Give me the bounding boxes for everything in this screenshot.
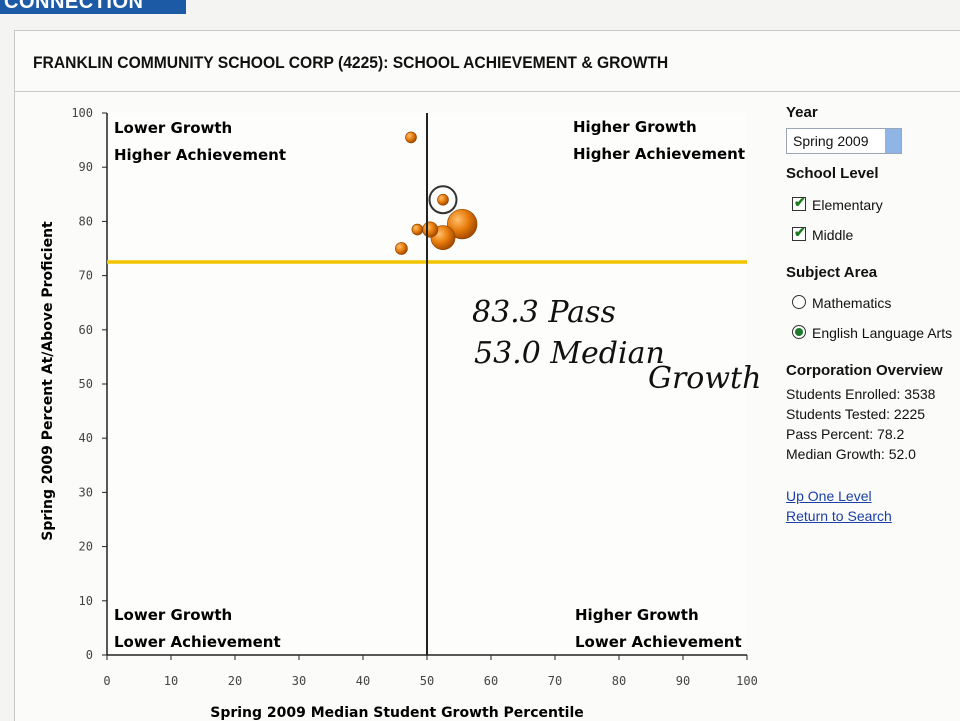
site-banner: CONNECTION — [0, 0, 186, 14]
y-tick-label: 80 — [79, 214, 93, 228]
title-divider — [15, 91, 960, 92]
x-tick-label: 70 — [548, 674, 562, 688]
y-tick-label: 30 — [79, 485, 93, 499]
school-bubble — [422, 221, 439, 238]
checkbox-middle[interactable]: ✔ — [792, 224, 806, 241]
checkbox-elementary[interactable]: ✔ — [792, 194, 806, 211]
return-to-search-link[interactable]: Return to Search — [786, 508, 892, 524]
quadrant-label-bottom-right: Higher Growth — [575, 606, 699, 624]
banner-text: CONNECTION — [4, 0, 144, 13]
quadrant-label-bottom-left: Lower Growth — [114, 606, 232, 624]
school-level-middle: Middle — [812, 227, 854, 243]
year-label: Year — [786, 104, 818, 121]
y-tick-label: 40 — [79, 431, 93, 445]
y-tick-label: 10 — [79, 594, 93, 608]
x-tick-label: 0 — [103, 674, 110, 688]
x-tick-label: 20 — [228, 674, 242, 688]
quadrant-label-bottom-left: Lower Achievement — [114, 633, 281, 651]
quadrant-label-top-left: Lower Growth — [114, 119, 232, 137]
x-tick-label: 30 — [292, 674, 306, 688]
school-bubble — [405, 131, 417, 144]
highlight-ring — [428, 185, 458, 215]
school-level-elementary: Elementary — [812, 197, 883, 213]
annotation-pass: 83.3 Pass — [472, 295, 616, 330]
school-bubble — [437, 193, 449, 206]
x-tick-label: 50 — [420, 674, 434, 688]
quadrant-label-top-right: Higher Achievement — [573, 145, 745, 163]
annotation-median: 53.0 Median — [474, 336, 665, 371]
y-tick-label: 50 — [79, 377, 93, 391]
quadrant-label-top-left: Higher Achievement — [114, 146, 286, 164]
year-select-value: Spring 2009 — [793, 133, 869, 149]
y-axis-label: Spring 2009 Percent At/Above Proficient — [40, 221, 56, 541]
overview-tested: Students Tested: 2225 — [786, 406, 926, 422]
x-tick-label: 80 — [612, 674, 626, 688]
x-tick-label: 10 — [164, 674, 178, 688]
y-tick-label: 60 — [79, 323, 93, 337]
x-axis-label: Spring 2009 Median Student Growth Percen… — [210, 705, 584, 720]
x-tick-label: 90 — [676, 674, 690, 688]
check-icon: ✔ — [794, 194, 806, 210]
school-bubble — [395, 242, 408, 255]
radio-mathematics[interactable] — [792, 295, 806, 309]
x-tick-label: 60 — [484, 674, 498, 688]
overview-title: Corporation Overview — [786, 362, 943, 379]
quadrant-label-bottom-right: Lower Achievement — [575, 633, 742, 651]
check-icon: ✔ — [794, 224, 806, 240]
school-bubble — [411, 223, 424, 236]
year-select[interactable]: Spring 2009 — [786, 128, 902, 154]
subject-mathematics: Mathematics — [812, 295, 892, 311]
annotation-growth: Growth — [648, 361, 761, 396]
dropdown-icon[interactable] — [885, 129, 901, 153]
y-tick-label: 100 — [71, 106, 93, 120]
x-tick-label: 40 — [356, 674, 370, 688]
overview-median-growth: Median Growth: 52.0 — [786, 446, 916, 462]
y-tick-label: 0 — [86, 648, 93, 662]
quadrant-label-top-right: Higher Growth — [573, 118, 697, 136]
radio-english-language-arts[interactable] — [792, 325, 806, 339]
y-tick-label: 20 — [79, 540, 93, 554]
subject-area-label: Subject Area — [786, 264, 878, 281]
overview-pass-percent: Pass Percent: 78.2 — [786, 426, 905, 442]
y-tick-label: 70 — [79, 269, 93, 283]
overview-enrolled: Students Enrolled: 3538 — [786, 386, 936, 402]
x-tick-label: 100 — [736, 674, 758, 688]
school-level-label: School Level — [786, 165, 879, 182]
page-title: FRANKLIN COMMUNITY SCHOOL CORP (4225): S… — [33, 53, 669, 72]
y-tick-label: 90 — [79, 160, 93, 174]
subject-english-language-arts: English Language Arts — [812, 325, 953, 341]
school-bubble — [447, 208, 478, 240]
up-one-level-link[interactable]: Up One Level — [786, 488, 872, 504]
